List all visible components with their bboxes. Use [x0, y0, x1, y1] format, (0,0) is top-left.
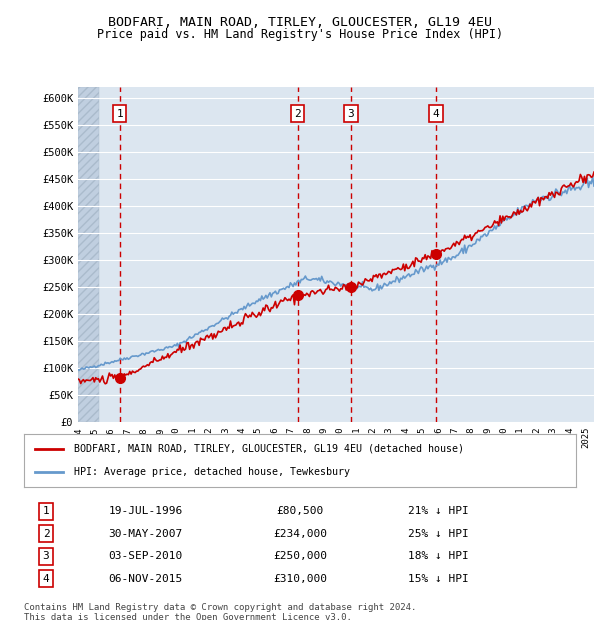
- Text: £234,000: £234,000: [273, 529, 327, 539]
- Text: £250,000: £250,000: [273, 551, 327, 561]
- Text: BODFARI, MAIN ROAD, TIRLEY, GLOUCESTER, GL19 4EU: BODFARI, MAIN ROAD, TIRLEY, GLOUCESTER, …: [108, 16, 492, 29]
- Text: 3: 3: [347, 108, 355, 119]
- Text: 30-MAY-2007: 30-MAY-2007: [109, 529, 182, 539]
- Text: 1: 1: [43, 507, 49, 516]
- Text: HPI: Average price, detached house, Tewkesbury: HPI: Average price, detached house, Tewk…: [74, 467, 350, 477]
- Text: 18% ↓ HPI: 18% ↓ HPI: [407, 551, 469, 561]
- Text: 2: 2: [294, 108, 301, 119]
- Text: 3: 3: [43, 551, 49, 561]
- Text: 06-NOV-2015: 06-NOV-2015: [109, 574, 182, 584]
- Text: This data is licensed under the Open Government Licence v3.0.: This data is licensed under the Open Gov…: [24, 613, 352, 620]
- Text: 03-SEP-2010: 03-SEP-2010: [109, 551, 182, 561]
- Text: 21% ↓ HPI: 21% ↓ HPI: [407, 507, 469, 516]
- Text: BODFARI, MAIN ROAD, TIRLEY, GLOUCESTER, GL19 4EU (detached house): BODFARI, MAIN ROAD, TIRLEY, GLOUCESTER, …: [74, 444, 464, 454]
- Text: 15% ↓ HPI: 15% ↓ HPI: [407, 574, 469, 584]
- Text: 1: 1: [116, 108, 123, 119]
- Text: 25% ↓ HPI: 25% ↓ HPI: [407, 529, 469, 539]
- Text: Price paid vs. HM Land Registry's House Price Index (HPI): Price paid vs. HM Land Registry's House …: [97, 28, 503, 41]
- Text: 4: 4: [43, 574, 49, 584]
- Text: £310,000: £310,000: [273, 574, 327, 584]
- Text: £80,500: £80,500: [277, 507, 323, 516]
- Text: 2: 2: [43, 529, 49, 539]
- Text: Contains HM Land Registry data © Crown copyright and database right 2024.: Contains HM Land Registry data © Crown c…: [24, 603, 416, 612]
- Text: 19-JUL-1996: 19-JUL-1996: [109, 507, 182, 516]
- Text: 4: 4: [433, 108, 439, 119]
